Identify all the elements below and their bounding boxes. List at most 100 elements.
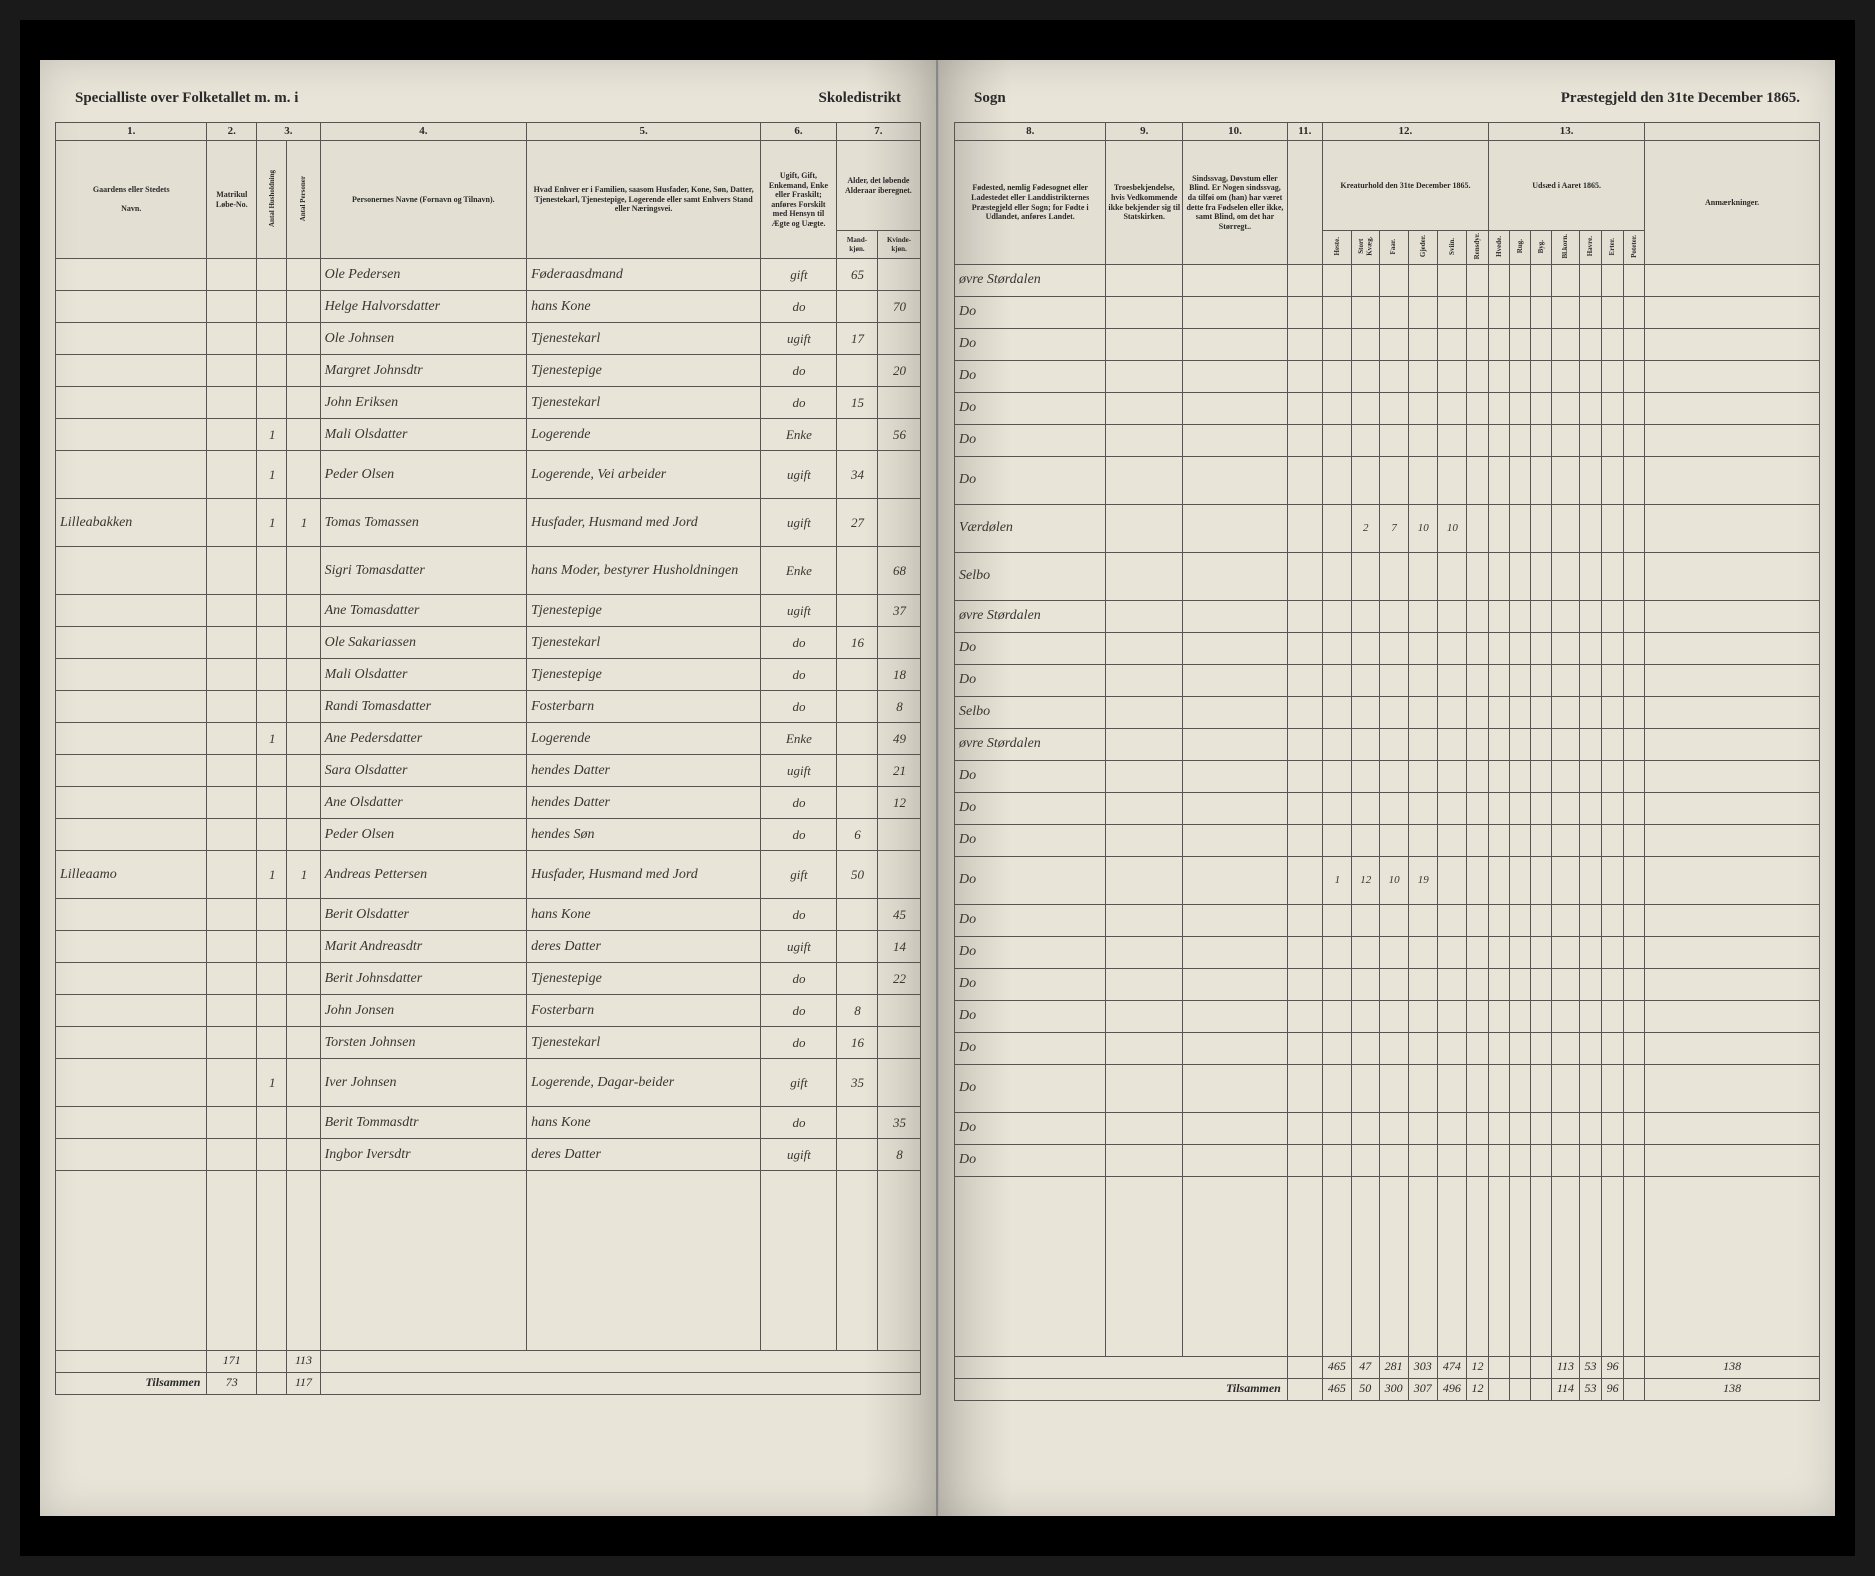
livestock-cell	[1379, 904, 1408, 936]
remark-cell	[1645, 856, 1820, 904]
matr-cell	[207, 787, 257, 819]
livestock-cell	[1466, 904, 1488, 936]
role-cell: Føderaasdmand	[527, 259, 761, 291]
livestock-cell	[1322, 792, 1351, 824]
seed-cell	[1602, 632, 1624, 664]
livestock-cell: 2	[1351, 504, 1379, 552]
age-f-cell	[878, 1027, 921, 1059]
seed-cell	[1624, 424, 1645, 456]
hush-cell	[257, 755, 287, 787]
age-m-cell: 6	[836, 819, 877, 851]
livestock-cell	[1437, 392, 1466, 424]
role-cell: Tjenestepige	[527, 355, 761, 387]
pers-cell	[287, 1027, 320, 1059]
name-cell: Tomas Tomassen	[320, 499, 526, 547]
status-cell: ugift	[761, 451, 837, 499]
role-cell: deres Datter	[527, 931, 761, 963]
seed-cell	[1602, 1032, 1624, 1064]
h12-sub: Rensdyr.	[1466, 231, 1488, 265]
seed-cell	[1624, 328, 1645, 360]
c11-cell	[1287, 664, 1322, 696]
col1-num: 1.	[56, 123, 207, 141]
table-row: Berit Olsdatterhans Konedo45	[56, 899, 921, 931]
seed-cell	[1510, 600, 1531, 632]
status-cell: do	[761, 819, 837, 851]
place-cell	[56, 387, 207, 419]
birth-cell: Do	[955, 1144, 1106, 1176]
status-cell: ugift	[761, 1139, 837, 1171]
name-cell: Helge Halvorsdatter	[320, 291, 526, 323]
matr-cell	[207, 931, 257, 963]
c11-cell	[1287, 760, 1322, 792]
seed-cell	[1510, 424, 1531, 456]
seed-cell	[1510, 728, 1531, 760]
seed-cell	[1551, 1064, 1579, 1112]
seed-cell	[1579, 824, 1601, 856]
livestock-cell	[1379, 968, 1408, 1000]
role-cell: Husfader, Husmand med Jord	[527, 851, 761, 899]
tot-k: 50	[1351, 1378, 1379, 1400]
livestock-cell	[1466, 456, 1488, 504]
seed-cell	[1579, 936, 1601, 968]
table-row: Berit Tommasdtrhans Konedo35	[56, 1107, 921, 1139]
place-cell	[56, 595, 207, 627]
seed-cell	[1624, 792, 1645, 824]
seed-cell	[1530, 456, 1551, 504]
age-m-cell: 27	[836, 499, 877, 547]
livestock-cell	[1322, 1112, 1351, 1144]
livestock-cell	[1408, 728, 1437, 760]
livestock-cell	[1322, 1000, 1351, 1032]
table-row: Do	[955, 456, 1820, 504]
table-row: Do	[955, 1032, 1820, 1064]
name-cell: Margret Johnsdtr	[320, 355, 526, 387]
h2: Matrikul Løbe-No.	[207, 141, 257, 259]
livestock-cell	[1466, 1032, 1488, 1064]
matr-cell	[207, 595, 257, 627]
place-cell	[56, 723, 207, 755]
age-m-cell	[836, 787, 877, 819]
livestock-cell	[1408, 1000, 1437, 1032]
left-col-heads: Gaardens eller StedetsNavn. Matrikul Løb…	[56, 141, 921, 231]
tot-k: 300	[1379, 1378, 1408, 1400]
status-cell: do	[761, 995, 837, 1027]
livestock-cell	[1322, 968, 1351, 1000]
right-col-heads: Fødested, nemlig Fødesognet eller Ladest…	[955, 141, 1820, 231]
role-cell: Tjenestekarl	[527, 387, 761, 419]
matr-cell	[207, 419, 257, 451]
c11-cell	[1287, 904, 1322, 936]
col-anm	[1645, 123, 1820, 141]
seed-cell	[1489, 1064, 1510, 1112]
cond-cell	[1183, 1144, 1288, 1176]
age-m-cell: 16	[836, 627, 877, 659]
livestock-cell	[1351, 392, 1379, 424]
cond-cell	[1183, 760, 1288, 792]
hush-cell	[257, 995, 287, 1027]
age-f-cell	[878, 627, 921, 659]
col8-num: 8.	[955, 123, 1106, 141]
role-cell: Tjenestepige	[527, 659, 761, 691]
h1: Gaardens eller StedetsNavn.	[56, 141, 207, 259]
remark-cell	[1645, 296, 1820, 328]
seed-cell	[1579, 600, 1601, 632]
livestock-cell	[1466, 968, 1488, 1000]
status-cell: do	[761, 899, 837, 931]
name-cell: Ane Pedersdatter	[320, 723, 526, 755]
faith-cell	[1106, 904, 1183, 936]
livestock-cell	[1408, 296, 1437, 328]
tot-u: 114	[1551, 1378, 1579, 1400]
seed-cell	[1602, 552, 1624, 600]
ledger-book: Specialliste over Folketallet m. m. i Sk…	[20, 20, 1855, 1556]
age-m-cell	[836, 659, 877, 691]
c11-cell	[1287, 392, 1322, 424]
livestock-cell	[1437, 904, 1466, 936]
livestock-cell	[1322, 600, 1351, 632]
seed-cell	[1602, 936, 1624, 968]
seed-cell	[1579, 360, 1601, 392]
age-m-cell: 65	[836, 259, 877, 291]
seed-cell	[1530, 1032, 1551, 1064]
seed-cell	[1624, 664, 1645, 696]
tot-k: 307	[1408, 1378, 1437, 1400]
pers-cell	[287, 723, 320, 755]
seed-cell	[1624, 632, 1645, 664]
age-f-cell: 12	[878, 787, 921, 819]
